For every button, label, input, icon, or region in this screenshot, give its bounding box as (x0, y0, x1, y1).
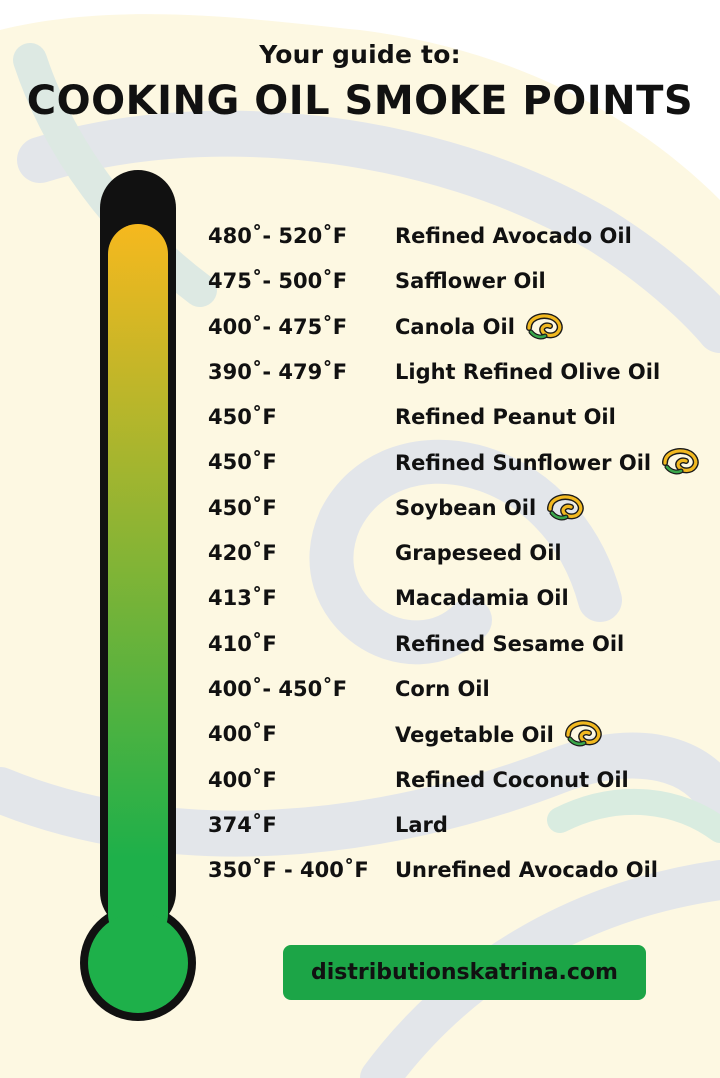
smoke-point-temperature: 410˚F (208, 631, 277, 656)
oil-name-cell: Soybean Oil (395, 493, 586, 521)
thermometer-icon (80, 170, 196, 1021)
list-item: 420˚F Grapeseed Oil (208, 535, 718, 580)
oil-name-cell: Refined Avocado Oil (395, 224, 632, 248)
page-title: COOKING OIL SMOKE POINTS (26, 78, 694, 124)
list-item: 450˚F Refined Peanut Oil (208, 399, 718, 444)
oil-name-cell: Macadamia Oil (395, 586, 569, 610)
smoke-point-list: 480˚- 520˚F Refined Avocado Oil 475˚- 500˚… (208, 218, 718, 897)
list-item: 400˚F Vegetable Oil (208, 716, 718, 761)
oil-name-cell: Refined Peanut Oil (395, 405, 616, 429)
oil-name: Macadamia Oil (395, 586, 569, 611)
oil-name: Refined Sunflower Oil (395, 450, 652, 475)
oil-name: Vegetable Oil (395, 722, 554, 747)
oil-name: Refined Avocado Oil (395, 224, 632, 248)
list-item: 450˚F Refined Sunflower Oil (208, 444, 718, 489)
smoke-point-temperature: 400˚- 450˚F (208, 676, 348, 701)
smoke-point-temperature: 475˚- 500˚F (208, 269, 348, 294)
list-item: 400˚- 475˚F Canola Oil (208, 309, 718, 354)
oil-name: Refined Coconut Oil (395, 767, 629, 792)
list-item: 400˚- 450˚F Corn Oil (208, 671, 718, 716)
smoke-point-temperature: 450˚F (208, 495, 277, 520)
list-item: 400˚F Refined Coconut Oil (208, 762, 718, 807)
oil-name: Unrefined Avocado Oil (395, 858, 658, 883)
website-button[interactable]: distributionskatrina.com (283, 945, 646, 1000)
swirl-logo-icon (564, 719, 604, 747)
oil-name: Grapeseed Oil (395, 541, 562, 566)
smoke-point-temperature: 413˚F (208, 586, 277, 611)
oil-name: Soybean Oil (395, 496, 537, 521)
smoke-point-temperature: 350˚F - 400˚F (208, 858, 369, 883)
oil-name-cell: Lard (395, 813, 448, 837)
list-item: 410˚F Refined Sesame Oil (208, 626, 718, 671)
oil-name: Light Refined Olive Oil (395, 359, 661, 384)
background-swirl-center (309, 439, 622, 665)
list-item: 390˚- 479˚F Light Refined Olive Oil (208, 354, 718, 399)
oil-name: Refined Peanut Oil (395, 405, 616, 430)
background-swirl-green-accent (547, 788, 720, 843)
oil-name: Refined Sesame Oil (395, 631, 625, 656)
swirl-logo-icon (661, 447, 701, 475)
smoke-point-temperature: 400˚- 475˚F (208, 314, 348, 339)
smoke-point-temperature: 374˚F (208, 812, 277, 837)
background-swirl-arc-top (17, 110, 720, 353)
thermometer-bulb (88, 913, 188, 1013)
oil-name-cell: Safflower Oil (395, 269, 546, 293)
list-item: 413˚F Macadamia Oil (208, 580, 718, 625)
oil-name: Safflower Oil (395, 269, 546, 294)
oil-name-cell: Refined Sunflower Oil (395, 447, 701, 475)
oil-name-cell: Vegetable Oil (395, 719, 604, 747)
smoke-point-temperature: 420˚F (208, 541, 277, 566)
oil-name: Corn Oil (395, 676, 490, 701)
list-item: 374˚F Lard (208, 807, 718, 852)
swirl-logo-icon (546, 493, 586, 521)
oil-name-cell: Canola Oil (395, 312, 565, 340)
smoke-point-temperature: 450˚F (208, 405, 277, 430)
smoke-point-temperature: 450˚F (208, 450, 277, 475)
oil-name-cell: Corn Oil (395, 677, 490, 701)
list-item: 450˚F Soybean Oil (208, 490, 718, 535)
guide-subtitle: Your guide to: (259, 40, 461, 69)
oil-name-cell: Light Refined Olive Oil (395, 360, 660, 384)
smoke-point-temperature: 400˚F (208, 767, 277, 792)
smoke-point-temperature: 400˚F (208, 722, 277, 747)
smoke-point-temperature: 390˚- 479˚F (208, 359, 348, 384)
thermometer-liquid (108, 224, 168, 944)
oil-name-cell: Unrefined Avocado Oil (395, 858, 658, 882)
list-item: 475˚- 500˚F Safflower Oil (208, 263, 718, 308)
oil-name: Lard (395, 812, 448, 837)
swirl-logo-icon (525, 312, 565, 340)
oil-name-cell: Refined Sesame Oil (395, 632, 624, 656)
oil-name-cell: Grapeseed Oil (395, 541, 562, 565)
oil-name-cell: Refined Coconut Oil (395, 768, 629, 792)
oil-name: Canola Oil (395, 315, 515, 340)
list-item: 480˚- 520˚F Refined Avocado Oil (208, 218, 718, 263)
list-item: 350˚F - 400˚F Unrefined Avocado Oil (208, 852, 718, 897)
smoke-point-temperature: 480˚- 520˚F (208, 224, 348, 248)
